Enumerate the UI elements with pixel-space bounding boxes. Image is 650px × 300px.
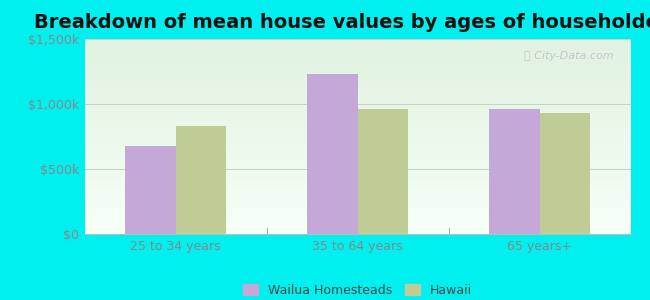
Bar <box>540 113 590 234</box>
Title: Breakdown of mean house values by ages of householders: Breakdown of mean house values by ages o… <box>34 13 650 32</box>
Legend: Wailua Homesteads, Hawaii: Wailua Homesteads, Hawaii <box>238 279 477 300</box>
Bar <box>489 109 540 234</box>
Bar <box>358 109 408 234</box>
Bar <box>176 126 226 234</box>
Bar <box>307 74 358 234</box>
Bar <box>125 146 176 234</box>
Text: ⓘ City-Data.com: ⓘ City-Data.com <box>525 51 614 61</box>
